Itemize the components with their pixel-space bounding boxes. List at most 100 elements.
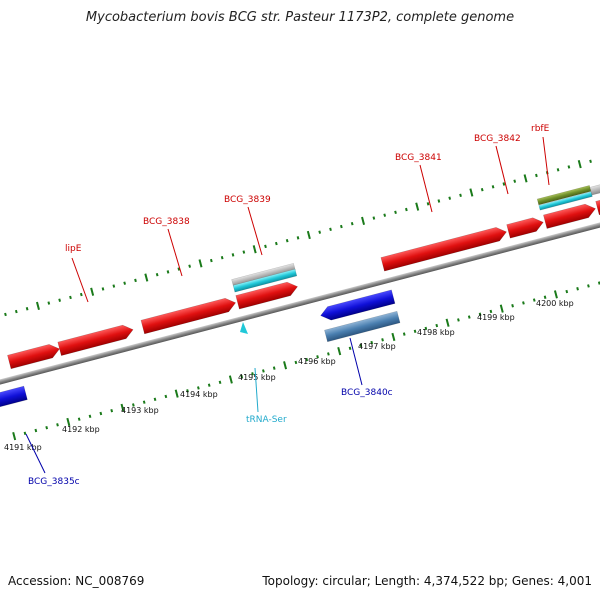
major-tick [391,332,396,342]
gene-leader-line [167,228,183,277]
reverse-tick-row [12,281,600,441]
minor-tick [218,380,222,385]
minor-tick [532,298,536,302]
minor-tick [45,425,49,430]
gene-leader-line [71,257,89,303]
gene-arrow[interactable] [0,385,28,410]
minor-tick [34,428,38,433]
gene-arrow[interactable] [543,202,597,229]
gene-arrow-shape[interactable] [319,289,396,323]
scale-label: 4194 kbp [180,390,218,399]
minor-tick [296,236,300,240]
minor-tick [166,270,170,274]
minor-tick [142,400,146,404]
major-tick [12,432,17,441]
minor-tick [188,264,192,268]
scale-label: 4199 kbp [477,313,515,322]
gene-arrow[interactable] [7,342,61,370]
major-tick [445,318,450,327]
gene-arrow-shape[interactable] [235,280,300,310]
steel-feature[interactable] [324,310,401,343]
gene-label[interactable]: BCG_3838 [143,217,190,227]
minor-tick [491,185,495,189]
minor-tick [25,307,29,311]
minor-tick [14,309,18,314]
minor-tick [69,295,72,300]
scale-label: 4200 kbp [536,299,574,308]
gray-feature[interactable] [589,171,600,196]
gene-arrow[interactable] [380,225,508,272]
minor-tick [567,165,571,169]
minor-tick [177,267,181,271]
cyan-feature[interactable] [232,268,298,293]
minor-tick [88,414,92,419]
minor-tick [294,360,298,365]
gene-arrow[interactable] [319,289,396,323]
gene-arrow-shape[interactable] [57,323,135,356]
minor-tick [101,287,105,291]
minor-tick [543,295,547,299]
gene-arrow[interactable] [506,216,545,239]
minor-tick [565,289,569,294]
major-tick [35,301,40,311]
minor-tick [459,193,462,198]
gene-label[interactable]: rbfE [531,124,550,134]
minor-tick [110,408,114,413]
gene-leader-line [495,145,509,195]
gene-arrow-shape[interactable] [543,202,597,229]
minor-tick [350,221,354,226]
minor-tick [47,301,51,305]
minor-tick [381,338,384,342]
major-tick [174,389,179,398]
minor-tick [79,292,83,297]
gray-feature-shape[interactable] [589,171,600,196]
gene-arrow[interactable] [595,187,600,216]
gene-arrow[interactable] [140,296,237,335]
gene-arrow-shape[interactable] [0,385,28,410]
minor-tick [359,343,363,348]
major-tick [523,174,528,183]
forward-tick-row [4,159,592,317]
minor-tick [4,312,7,317]
minor-tick [186,389,189,393]
trna-marker[interactable] [240,322,248,334]
minor-tick [123,281,127,285]
gene-arrow-shape[interactable] [7,342,61,370]
minor-tick [155,273,159,277]
gene-label[interactable]: tRNA-Ser [246,415,287,425]
gene-arrow-shape[interactable] [595,187,600,216]
gene-leader-line [419,164,433,213]
scale-label: 4196 kbp [298,357,336,366]
gene-arrow-shape[interactable] [506,216,545,239]
minor-tick [251,372,254,376]
major-tick [577,160,582,169]
gene-arrow[interactable] [235,280,300,310]
gene-label[interactable]: BCG_3841 [395,153,442,163]
minor-tick [457,318,460,322]
gene-label[interactable]: lipE [65,244,82,254]
major-tick [90,287,95,296]
minor-tick [329,227,332,232]
minor-tick [285,238,289,243]
minor-tick [207,383,211,387]
major-tick [553,290,558,299]
gene-label[interactable]: BCG_3842 [474,134,521,144]
scale-label: 4195 kbp [238,373,276,382]
cyan-feature-shape[interactable] [232,268,298,293]
gene-label[interactable]: BCG_3839 [224,195,271,205]
scale-label: 4193 kbp [121,406,159,415]
major-tick [415,202,420,211]
gene-label[interactable]: BCG_3840c [341,388,393,398]
gene-leader-line [349,337,363,386]
gene-arrow-shape[interactable] [140,296,237,335]
gene-label[interactable]: BCG_3835c [28,477,80,487]
gene-arrow-shape[interactable] [380,225,508,272]
gene-arrow[interactable] [57,323,135,356]
major-tick [306,230,311,240]
minor-tick [576,287,579,291]
feature-layer[interactable] [0,171,600,410]
minor-tick [502,182,506,186]
steel-feature-shape[interactable] [324,310,401,343]
major-tick [120,403,125,412]
